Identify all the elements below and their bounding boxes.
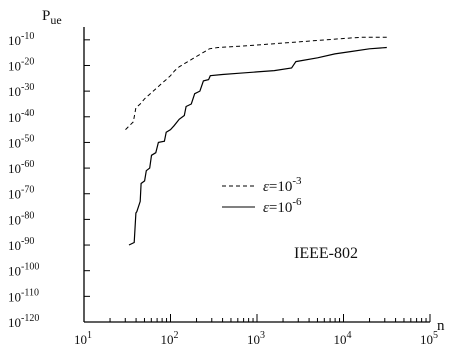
x-tick-label: 105 [420, 330, 438, 347]
x-ticks: 101 102 103 104 105 [74, 314, 438, 347]
x-tick-label: 102 [161, 330, 179, 347]
y-tick-exp: -30 [21, 82, 34, 93]
y-tick-base: 10 [8, 135, 21, 150]
legend-label-dashed: ε=10-3 [263, 175, 302, 195]
x-tick-label: 103 [247, 330, 265, 347]
y-ticks: 10-1010-2010-3010-4010-5010-6010-7010-80… [8, 31, 90, 330]
legend-eq-solid: =10 [269, 200, 292, 216]
x-tick-exp: 3 [260, 330, 265, 341]
y-tick-base: 10 [8, 161, 21, 176]
y-axis-title-main: P [42, 8, 50, 24]
y-tick-label: 10-50 [8, 133, 34, 150]
y-tick-label: 10-30 [8, 82, 34, 99]
y-tick-base: 10 [8, 84, 21, 99]
y-tick-label: 10-110 [8, 287, 39, 304]
y-tick-exp: -40 [21, 108, 34, 119]
y-tick-exp: -10 [21, 31, 34, 42]
legend-sup-solid: -6 [292, 196, 302, 208]
y-tick-base: 10 [8, 187, 21, 202]
y-axis-title-sub: ue [50, 13, 61, 27]
y-tick-exp: -100 [21, 262, 39, 273]
y-tick-base: 10 [8, 33, 21, 48]
y-tick-label: 10-10 [8, 31, 34, 48]
axes: 10-1010-2010-3010-4010-5010-6010-7010-80… [8, 27, 438, 347]
y-tick-exp: -60 [21, 159, 34, 170]
annotation-ieee: IEEE-802 [294, 245, 358, 262]
series-line-dashed [125, 36, 387, 130]
x-tick-exp: 1 [87, 330, 92, 341]
x-tick-base: 10 [74, 332, 87, 347]
x-tick-base: 10 [334, 332, 347, 347]
x-tick-exp: 5 [433, 330, 438, 341]
y-tick-base: 10 [8, 238, 21, 253]
legend: ε=10-3 ε=10-6 [222, 175, 302, 216]
y-tick-exp: -20 [21, 56, 34, 67]
y-tick-exp: -70 [21, 185, 34, 196]
legend-sup-dashed: -3 [292, 175, 302, 187]
legend-eq-dashed: =10 [269, 179, 292, 195]
y-tick-exp: -90 [21, 236, 34, 247]
y-tick-base: 10 [8, 212, 21, 227]
y-tick-exp: -110 [21, 287, 39, 298]
y-tick-label: 10-60 [8, 159, 34, 176]
y-tick-base: 10 [8, 110, 21, 125]
x-tick-label: 104 [334, 330, 352, 347]
x-tick-label: 101 [74, 330, 92, 347]
x-tick-exp: 4 [347, 330, 352, 341]
legend-symbol-dashed: ε [263, 179, 269, 195]
x-axis-title: n [437, 318, 445, 334]
series-layer [125, 36, 387, 246]
y-tick-label: 10-80 [8, 210, 34, 227]
y-tick-label: 10-100 [8, 262, 39, 279]
y-axis-title: Pue [42, 8, 62, 27]
series-line-solid [128, 46, 387, 246]
y-tick-base: 10 [8, 58, 21, 73]
legend-label-solid: ε=10-6 [263, 196, 302, 216]
y-tick-label: 10-20 [8, 56, 34, 73]
y-tick-label: 10-90 [8, 236, 34, 253]
x-tick-base: 10 [247, 332, 260, 347]
y-tick-exp: -120 [21, 313, 39, 324]
x-tick-base: 10 [161, 332, 174, 347]
y-tick-base: 10 [8, 315, 21, 330]
y-tick-base: 10 [8, 289, 21, 304]
legend-symbol-solid: ε [263, 200, 269, 216]
x-tick-exp: 2 [174, 330, 179, 341]
y-tick-label: 10-120 [8, 313, 39, 330]
x-tick-base: 10 [420, 332, 433, 347]
y-tick-exp: -50 [21, 133, 34, 144]
y-tick-exp: -80 [21, 210, 34, 221]
y-tick-base: 10 [8, 264, 21, 279]
y-tick-label: 10-70 [8, 185, 34, 202]
y-tick-label: 10-40 [8, 108, 34, 125]
